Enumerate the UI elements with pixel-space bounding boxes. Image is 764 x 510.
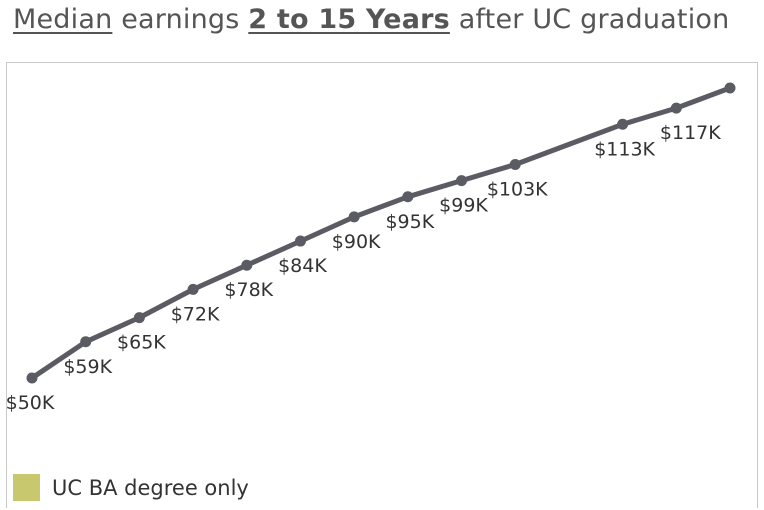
chart-frame bbox=[6, 62, 758, 508]
data-point[interactable] bbox=[348, 211, 360, 223]
data-label: $84K bbox=[278, 255, 327, 277]
chart-title: Median earnings 2 to 15 Years after UC g… bbox=[13, 4, 729, 35]
data-label: $72K bbox=[171, 303, 220, 325]
data-point[interactable] bbox=[509, 159, 521, 171]
data-point[interactable] bbox=[187, 283, 199, 295]
data-label: $117K bbox=[660, 122, 721, 144]
data-point[interactable] bbox=[294, 235, 306, 247]
data-point[interactable] bbox=[26, 372, 38, 384]
data-point[interactable] bbox=[456, 175, 468, 187]
data-label: $65K bbox=[117, 332, 166, 354]
legend-swatch bbox=[13, 474, 40, 501]
legend-label: UC BA degree only bbox=[52, 475, 249, 500]
data-label: $99K bbox=[439, 195, 488, 217]
series-line bbox=[29, 85, 733, 381]
data-label: $103K bbox=[487, 179, 548, 201]
legend[interactable]: UC BA degree only bbox=[13, 474, 249, 501]
title-years-link[interactable]: 2 to 15 Years bbox=[248, 4, 450, 35]
title-median-link[interactable]: Median bbox=[13, 4, 113, 35]
data-point[interactable] bbox=[617, 118, 629, 130]
data-label: $50K bbox=[6, 392, 55, 414]
data-point[interactable] bbox=[80, 336, 92, 348]
data-point[interactable] bbox=[724, 82, 736, 94]
data-point[interactable] bbox=[402, 191, 414, 203]
title-text-end: after UC graduation bbox=[449, 4, 730, 35]
data-label: $90K bbox=[332, 231, 381, 253]
data-label: $59K bbox=[63, 356, 112, 378]
data-label: $95K bbox=[385, 211, 434, 233]
data-point[interactable] bbox=[241, 259, 253, 271]
data-label: $78K bbox=[224, 279, 273, 301]
data-point[interactable] bbox=[133, 312, 145, 324]
data-point[interactable] bbox=[670, 102, 682, 114]
title-text: earnings bbox=[112, 4, 249, 35]
data-label: $113K bbox=[594, 138, 655, 160]
